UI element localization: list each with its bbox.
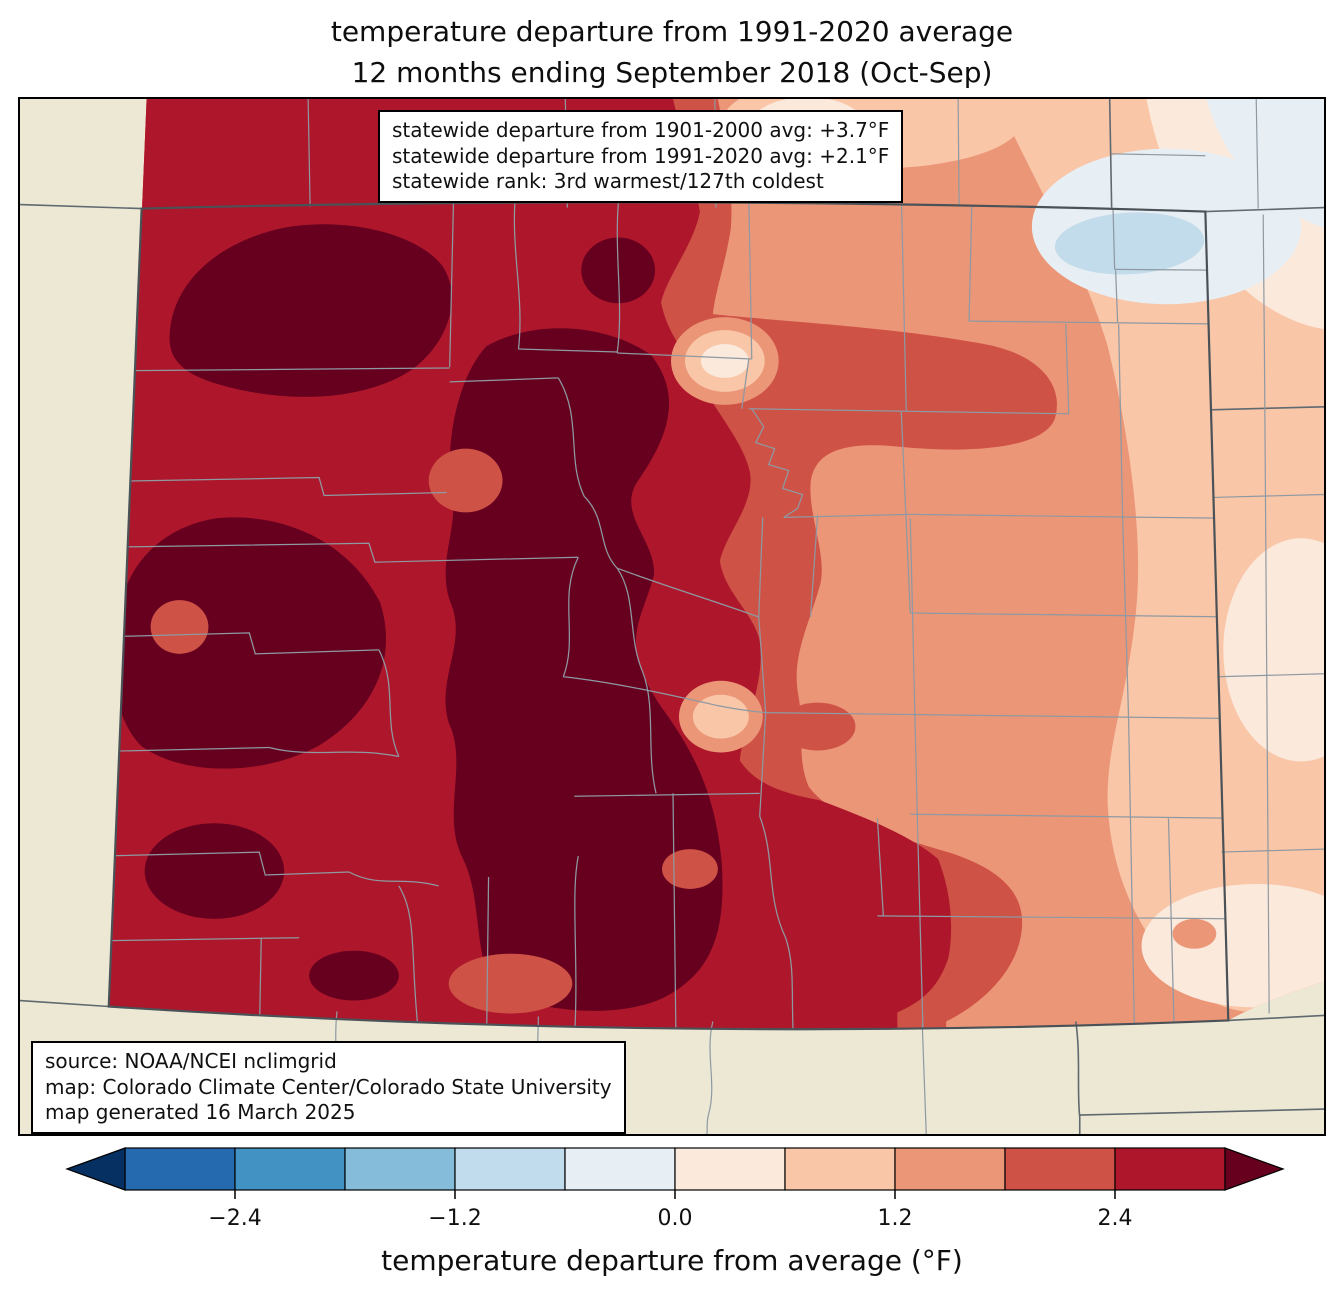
colorbar-tick-labels: −2.4 −1.2 0.0 1.2 2.4 [208, 1206, 1132, 1231]
title-line-2: 12 months ending September 2018 (Oct-Sep… [351, 55, 993, 89]
statewide-stats-box: statewide departure from 1901-2000 avg: … [378, 110, 904, 203]
colorbar-axis-label: temperature departure from average (°F) [381, 1244, 963, 1277]
zone-below-average [1054, 212, 1205, 275]
figure-title: temperature departure from 1991-2020 ave… [0, 12, 1344, 93]
colorbar-right-arrow [1224, 1147, 1285, 1191]
temperature-field [108, 99, 1324, 1030]
colorbar-segment [234, 1147, 346, 1191]
tick-label: 1.2 [878, 1206, 913, 1231]
colorbar-segment [1004, 1147, 1116, 1191]
colorbar-segment [454, 1147, 566, 1191]
map-axes: statewide departure from 1901-2000 avg: … [18, 97, 1326, 1136]
neighbor-state-borders [20, 99, 1324, 1134]
colorbar-segment [1114, 1147, 1226, 1191]
colorbar-segment [894, 1147, 1006, 1191]
source-line-3: map generated 16 March 2025 [45, 1100, 356, 1125]
tick-label: 2.4 [1098, 1206, 1133, 1231]
colorbar: −2.4 −1.2 0.0 1.2 2.4 temperature depart… [65, 1147, 1285, 1277]
tick-label: −1.2 [428, 1206, 481, 1231]
colorbar-segments [124, 1147, 1226, 1191]
colorado-anomaly-map [20, 99, 1324, 1134]
county-borders [108, 202, 1229, 1030]
source-line-2: map: Colorado Climate Center/Colorado St… [45, 1074, 612, 1099]
colorbar-segment [674, 1147, 786, 1191]
source-attribution-box: source: NOAA/NCEI nclimgrid map: Colorad… [31, 1041, 626, 1134]
colorbar-tick-marks [234, 1190, 1116, 1199]
colorbar-left-arrow [65, 1147, 126, 1191]
stats-line-3: statewide rank: 3rd warmest/127th coldes… [392, 169, 824, 194]
source-line-1: source: NOAA/NCEI nclimgrid [45, 1049, 337, 1073]
stats-line-2: statewide departure from 1991-2020 avg: … [392, 143, 890, 168]
tick-label: 0.0 [658, 1206, 693, 1231]
tick-label: −2.4 [208, 1206, 261, 1231]
title-line-1: temperature departure from 1991-2020 ave… [330, 15, 1014, 48]
colorbar-segment [784, 1147, 896, 1191]
stats-line-1: statewide departure from 1901-2000 avg: … [392, 118, 890, 142]
local-light-spots [150, 317, 1217, 1014]
zone-darkest-red [114, 224, 723, 1011]
colorbar-segment [124, 1147, 236, 1191]
colorbar-segment [344, 1147, 456, 1191]
colorbar-segment [564, 1147, 676, 1191]
